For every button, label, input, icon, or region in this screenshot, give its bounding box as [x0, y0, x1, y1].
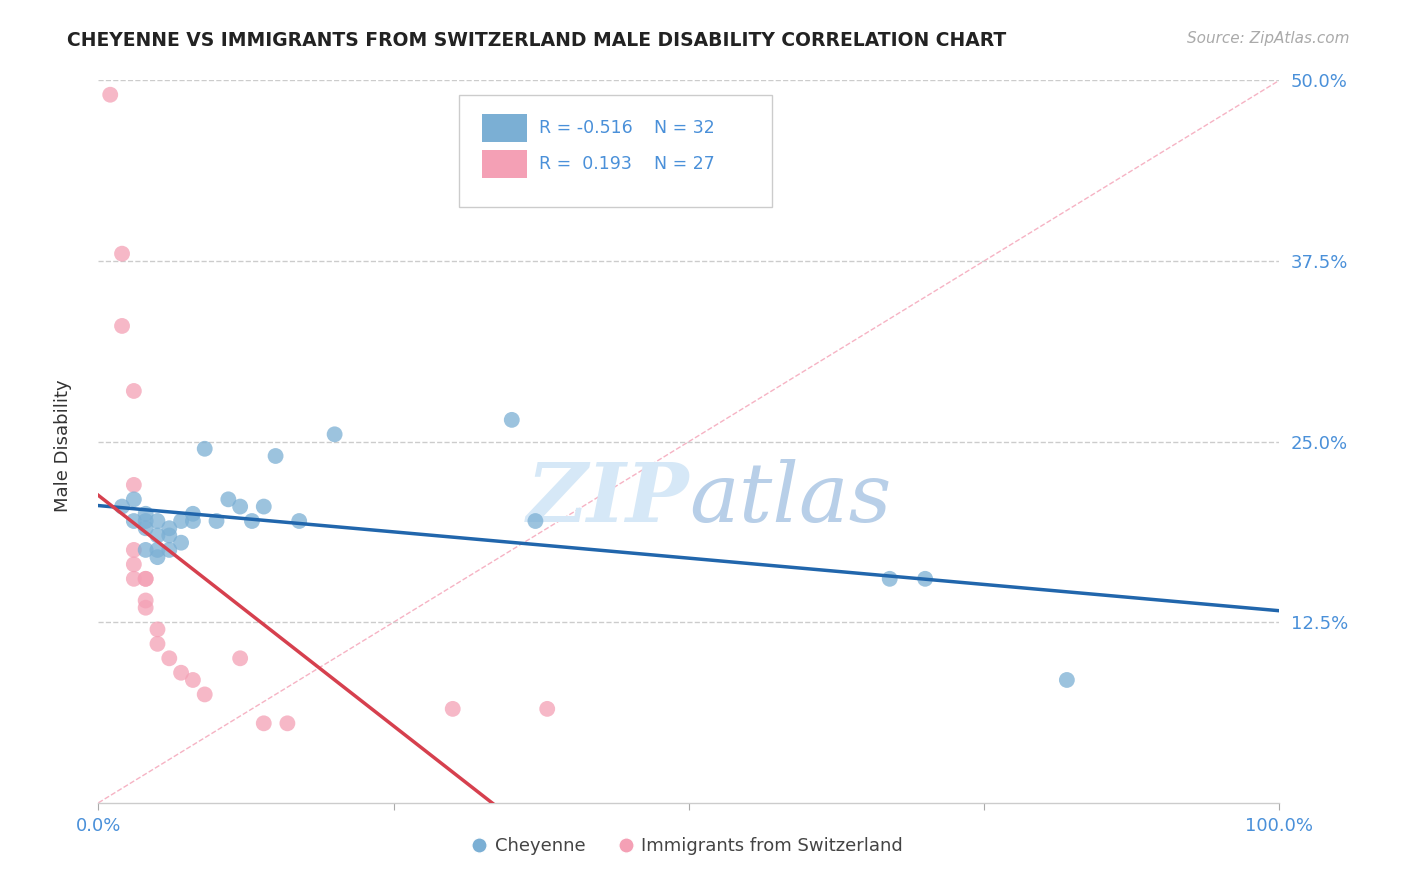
Point — [205, 514, 228, 528]
Point — [157, 521, 180, 535]
Point — [146, 542, 169, 557]
Point — [146, 528, 169, 542]
FancyBboxPatch shape — [458, 95, 772, 207]
Point — [441, 702, 464, 716]
Point — [157, 651, 180, 665]
Point — [122, 514, 145, 528]
Point — [194, 442, 217, 456]
Text: ZIP: ZIP — [526, 459, 689, 540]
Text: N = 32: N = 32 — [654, 119, 714, 137]
Point — [217, 492, 239, 507]
Text: CHEYENNE VS IMMIGRANTS FROM SWITZERLAND MALE DISABILITY CORRELATION CHART: CHEYENNE VS IMMIGRANTS FROM SWITZERLAND … — [67, 31, 1007, 50]
Point — [276, 716, 298, 731]
Point — [122, 478, 145, 492]
Point — [146, 550, 169, 565]
Text: Male Disability: Male Disability — [55, 380, 72, 512]
Point — [194, 687, 217, 701]
Point — [181, 514, 204, 528]
Point — [122, 542, 145, 557]
Point — [170, 665, 193, 680]
Point — [229, 651, 252, 665]
Point — [536, 702, 558, 716]
Point — [98, 87, 121, 102]
Point — [135, 542, 157, 557]
Point — [146, 637, 169, 651]
Point — [879, 572, 901, 586]
Text: N = 27: N = 27 — [654, 155, 714, 173]
Point — [135, 593, 157, 607]
Point — [170, 535, 193, 549]
FancyBboxPatch shape — [482, 114, 527, 142]
Point — [288, 514, 311, 528]
Point — [914, 572, 936, 586]
Point — [122, 572, 145, 586]
Point — [524, 514, 547, 528]
Text: atlas: atlas — [689, 459, 891, 540]
Point — [253, 716, 276, 731]
Text: R =  0.193: R = 0.193 — [538, 155, 631, 173]
Point — [181, 673, 204, 687]
Point — [240, 514, 263, 528]
Point — [135, 572, 157, 586]
Point — [122, 558, 145, 572]
Point — [135, 600, 157, 615]
Point — [264, 449, 287, 463]
Legend: Cheyenne, Immigrants from Switzerland: Cheyenne, Immigrants from Switzerland — [475, 838, 903, 855]
Text: Source: ZipAtlas.com: Source: ZipAtlas.com — [1187, 31, 1350, 46]
Point — [111, 500, 134, 514]
Point — [323, 427, 346, 442]
Point — [111, 246, 134, 260]
Point — [135, 514, 157, 528]
Point — [111, 318, 134, 333]
Point — [146, 514, 169, 528]
Point — [122, 492, 145, 507]
Point — [122, 384, 145, 398]
Point — [135, 507, 157, 521]
Point — [1056, 673, 1078, 687]
Point — [157, 542, 180, 557]
Point — [146, 623, 169, 637]
Point — [501, 413, 523, 427]
FancyBboxPatch shape — [482, 151, 527, 178]
Point — [170, 514, 193, 528]
Point — [135, 521, 157, 535]
Point — [157, 528, 180, 542]
Point — [135, 572, 157, 586]
Point — [253, 500, 276, 514]
Text: R = -0.516: R = -0.516 — [538, 119, 633, 137]
Point — [181, 507, 204, 521]
Point — [229, 500, 252, 514]
